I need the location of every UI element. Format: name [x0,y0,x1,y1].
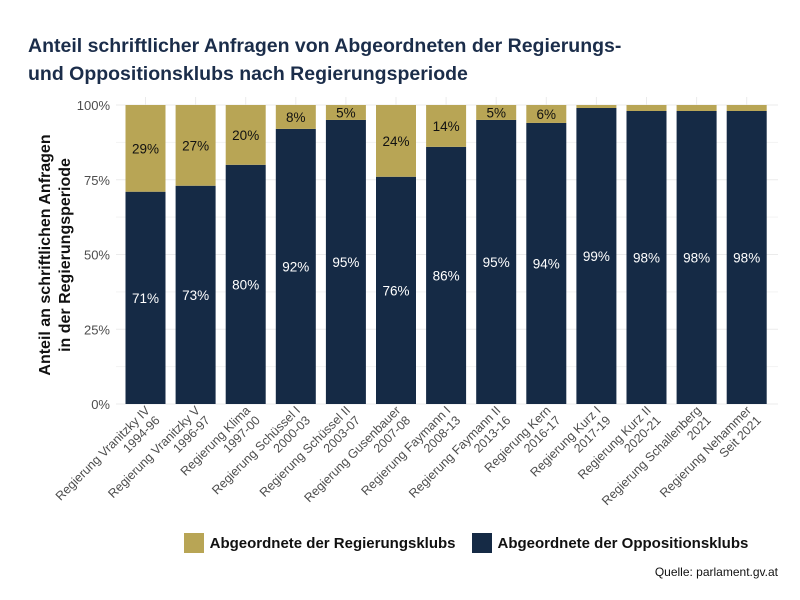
data-label-opposition: 94% [533,256,560,271]
bar-regierung [225,105,266,165]
bar-opposition [175,185,216,404]
x-tick-label: Regierung NehammerSeit 2021 [657,403,764,510]
data-label-opposition: 98% [733,250,760,265]
data-label-opposition: 92% [282,259,309,274]
data-label-regierung: 27% [182,138,209,153]
bar-regierung [125,105,166,192]
data-label-opposition: 98% [633,250,660,265]
data-label-regierung: 5% [336,105,356,120]
data-label-opposition: 80% [232,277,259,292]
bar-opposition [125,191,166,404]
data-label-regierung: 6% [537,107,557,122]
bar-opposition [275,128,316,405]
data-label-opposition: 71% [132,291,159,306]
data-label-opposition: 95% [332,255,359,270]
bar-regierung [526,105,567,123]
bar-opposition [726,110,767,404]
bar-opposition [626,110,667,404]
legend-label-opposition: Abgeordnete der Oppositionsklubs [497,534,749,552]
legend-item-regierung: Abgeordnete der Regierungsklubs [183,533,456,553]
data-label-opposition: 76% [382,283,409,298]
bar-regierung [476,105,517,120]
y-tick-label: 75% [84,173,110,188]
y-tick-label: 0% [91,397,110,412]
bar-opposition [576,107,617,405]
legend: Abgeordnete der Regierungsklubs Abgeordn… [0,533,800,553]
bar-regierung [726,105,767,111]
bar-opposition [376,176,416,404]
data-label-regierung: 24% [382,134,409,149]
bar-opposition [476,119,517,404]
data-label-regierung: 8% [286,110,306,125]
bar-opposition [676,110,717,404]
bar-opposition [426,146,467,405]
source-note: Quelle: parlament.gv.at [654,565,778,579]
bar-regierung [376,105,416,177]
title-line-1: Anteil schriftlicher Anfragen von Abgeor… [28,35,622,57]
data-label-opposition: 86% [433,268,460,283]
bar-opposition [325,119,366,404]
data-label-opposition: 99% [583,249,610,264]
bar-opposition [225,164,266,404]
data-label-opposition: 95% [483,255,510,270]
legend-swatch-regierung [183,533,204,553]
bar-regierung [576,105,617,108]
legend-swatch-opposition [471,533,492,553]
bar-regierung [175,105,216,186]
bar-regierung [676,105,717,111]
y-axis-title: Anteil an schriftlichen Anfragen in der R… [37,134,74,375]
y-tick-label: 50% [84,248,110,263]
data-label-opposition: 98% [683,250,710,265]
title-line-2: und Oppositionsklubs nach Regierungsperi… [28,63,468,85]
bar-regierung [325,105,366,120]
bar-regierung [426,105,467,147]
data-label-regierung: 20% [232,128,259,143]
y-tick-label: 100% [77,98,111,113]
bar-regierung [275,105,316,129]
legend-item-opposition: Abgeordnete der Oppositionsklubs [471,533,749,553]
data-label-regierung: 5% [486,105,506,120]
data-label-regierung: 29% [132,141,159,156]
bar-opposition [526,122,567,404]
bar-regierung [626,105,667,111]
legend-label-regierung: Abgeordnete der Regierungsklubs [209,534,456,552]
data-label-regierung: 14% [433,119,460,134]
data-label-opposition: 73% [182,288,209,303]
y-tick-label: 25% [84,322,110,337]
chart-title: Anteil schriftlicher Anfragen von Abgeor… [28,32,788,88]
